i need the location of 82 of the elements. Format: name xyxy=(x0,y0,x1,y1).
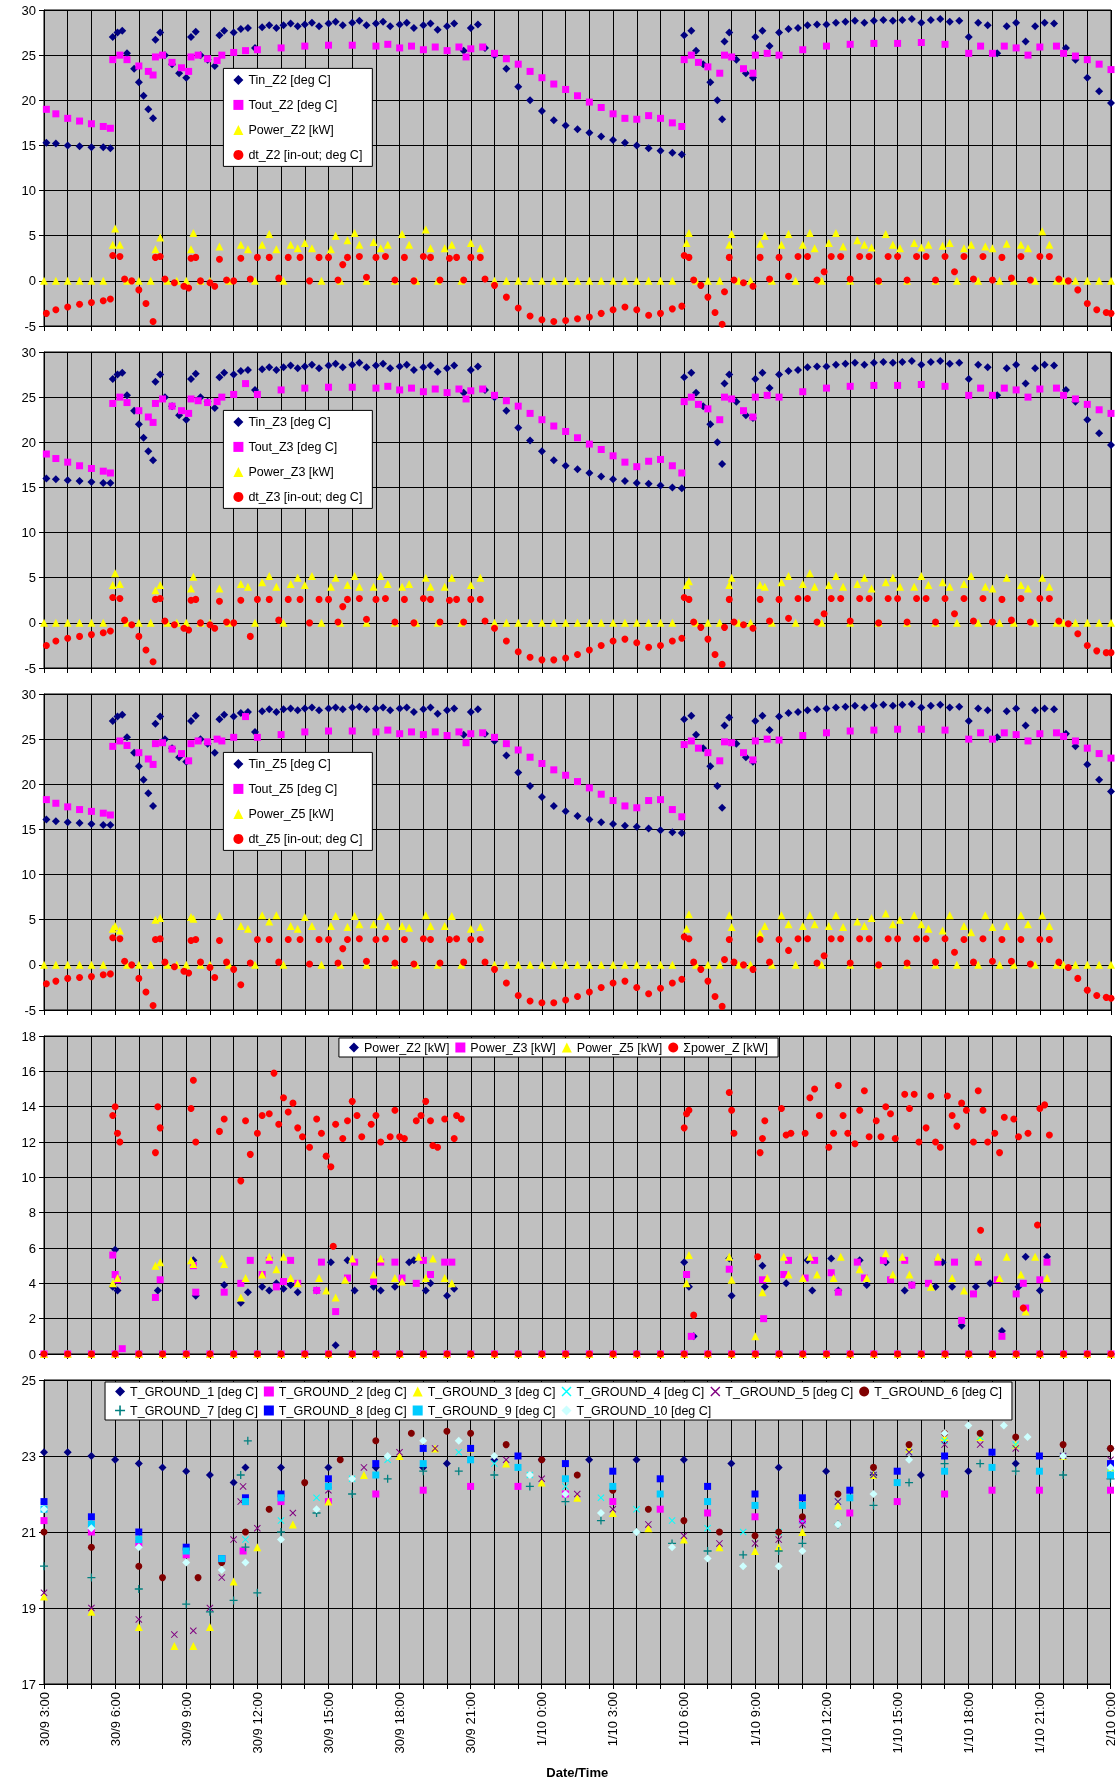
y-tick-label: 6 xyxy=(28,1240,36,1256)
legend-label: T_GROUND_2 [deg C] xyxy=(278,1384,407,1399)
y-tick-label: 10 xyxy=(21,183,36,199)
y-tick-label: 4 xyxy=(28,1275,36,1291)
y-tick-label: 10 xyxy=(21,867,36,883)
x-tick-label: 30/9 12:00 xyxy=(249,1692,265,1754)
y-tick-label: 19 xyxy=(21,1600,36,1616)
legend-label: Power_Z5 [kW] xyxy=(576,1040,663,1055)
y-tick-label: 25 xyxy=(21,389,36,405)
y-tick-label: 25 xyxy=(21,1372,36,1388)
x-tick-label: 30/9 15:00 xyxy=(320,1692,336,1754)
x-tick-label: 1/10 15:00 xyxy=(889,1692,905,1754)
x-tick-label: 30/9 9:00 xyxy=(178,1692,194,1747)
y-tick-label: -5 xyxy=(24,318,36,334)
legend-label: T_GROUND_6 [deg C] xyxy=(874,1384,1002,1399)
y-tick-label: 5 xyxy=(28,570,36,586)
y-tick-label: 30 xyxy=(21,686,36,702)
legend-label: T_GROUND_8 [deg C] xyxy=(278,1403,407,1418)
x-tick-label: 1/10 6:00 xyxy=(676,1692,692,1747)
legend-label: T_GROUND_10 [deg C] xyxy=(576,1403,712,1418)
legend-label: T_GROUND_9 [deg C] xyxy=(427,1403,556,1418)
legend-label: dt_Z2 [in-out; deg C] xyxy=(248,147,363,162)
legend-label: Tout_Z5 [deg C] xyxy=(248,781,338,796)
y-tick-label: 21 xyxy=(21,1524,36,1540)
y-tick-label: 25 xyxy=(21,731,36,747)
legend-label: dt_Z5 [in-out; deg C] xyxy=(248,831,363,846)
y-tick-label: 15 xyxy=(21,821,36,837)
legend-label: Tout_Z3 [deg C] xyxy=(248,439,338,454)
legend-label: Power_Z2 [kW] xyxy=(248,122,334,137)
x-tick-label: 1/10 9:00 xyxy=(747,1692,763,1747)
y-tick-label: 5 xyxy=(28,912,36,928)
y-tick-label: 12 xyxy=(21,1134,36,1150)
legend-label: Tin_Z3 [deg C] xyxy=(248,414,331,429)
y-tick-label: -5 xyxy=(24,1002,36,1018)
y-tick-label: 0 xyxy=(28,957,36,973)
legend-label: Power_Z3 [kW] xyxy=(470,1040,556,1055)
legend-label: T_GROUND_1 [deg C] xyxy=(130,1384,258,1399)
x-tick-label: 1/10 0:00 xyxy=(534,1692,550,1747)
y-tick-label: 15 xyxy=(21,137,36,153)
y-tick-label: 20 xyxy=(21,434,36,450)
y-tick-label: 16 xyxy=(21,1063,36,1079)
x-tick-label: 30/9 18:00 xyxy=(392,1692,407,1754)
legend-label: Tin_Z2 [deg C] xyxy=(248,72,331,87)
y-tick-label: 8 xyxy=(28,1205,36,1221)
legend-label: Tout_Z2 [deg C] xyxy=(248,97,338,112)
legend-label: dt_Z3 [in-out; deg C] xyxy=(248,489,363,504)
x-axis-title: Date/Time xyxy=(546,1765,609,1780)
y-tick-label: 0 xyxy=(28,1346,36,1362)
y-tick-label: 15 xyxy=(21,479,36,495)
y-tick-label: 20 xyxy=(21,92,36,108)
y-tick-label: 30 xyxy=(21,344,36,360)
x-tick-label: 1/10 21:00 xyxy=(1031,1692,1047,1754)
legend-label: Power_Z3 [kW] xyxy=(248,464,334,479)
x-tick-label: 1/10 18:00 xyxy=(960,1692,976,1754)
y-tick-label: 20 xyxy=(21,776,36,792)
y-tick-label: 0 xyxy=(28,273,36,289)
legend-label: Tin_Z5 [deg C] xyxy=(248,756,331,771)
x-tick-label: 1/10 12:00 xyxy=(818,1692,834,1754)
y-tick-label: 5 xyxy=(28,228,36,244)
y-tick-label: 10 xyxy=(21,1169,36,1185)
y-tick-label: 2 xyxy=(28,1311,36,1327)
y-tick-label: 25 xyxy=(21,47,36,63)
y-tick-label: 17 xyxy=(21,1676,36,1692)
legend-label: Power_Z2 [kW] xyxy=(363,1040,450,1055)
y-tick-label: 18 xyxy=(21,1028,36,1044)
legend-label: T_GROUND_3 [deg C] xyxy=(427,1384,556,1399)
legend-label: T_GROUND_5 [deg C] xyxy=(725,1384,854,1399)
y-tick-label: 23 xyxy=(21,1448,36,1464)
x-tick-label: 30/9 21:00 xyxy=(463,1692,479,1754)
y-tick-label: 0 xyxy=(28,615,36,631)
x-tick-label: 30/9 3:00 xyxy=(36,1692,52,1747)
y-tick-label: -5 xyxy=(24,660,36,676)
legend-label: T_GROUND_7 [deg C] xyxy=(130,1403,258,1418)
y-tick-label: 30 xyxy=(21,2,36,18)
legend-label: Σpower_Z [kW] xyxy=(683,1040,769,1055)
legend-label: T_GROUND_4 [deg C] xyxy=(576,1384,705,1399)
y-tick-label: 10 xyxy=(21,525,36,541)
x-tick-label: 2/10 0:00 xyxy=(1103,1692,1117,1747)
x-tick-label: 1/10 3:00 xyxy=(605,1692,621,1747)
y-tick-label: 14 xyxy=(21,1099,36,1115)
legend-label: Power_Z5 [kW] xyxy=(248,806,334,821)
x-tick-label: 30/9 6:00 xyxy=(107,1692,123,1747)
